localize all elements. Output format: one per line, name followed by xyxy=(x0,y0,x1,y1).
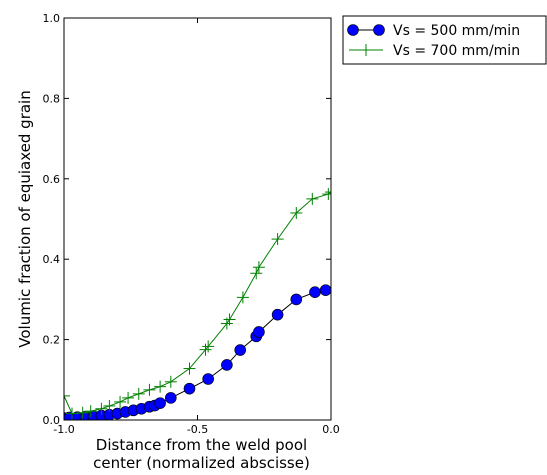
series-1-point xyxy=(234,344,247,356)
series-1-point xyxy=(309,286,321,298)
x-axis-title-line: Distance from the weld pool xyxy=(96,436,307,454)
series-1-point xyxy=(253,326,265,338)
legend-marker xyxy=(360,44,372,56)
y-axis-title: Volumic fraction of equiaxed grain xyxy=(16,90,34,347)
series-2-point xyxy=(95,402,108,415)
series-2-point xyxy=(322,188,331,201)
series-1-point xyxy=(319,284,331,296)
series-1-point xyxy=(202,373,214,385)
series-2-point xyxy=(306,192,319,205)
plot-area xyxy=(64,186,331,420)
series-2-point xyxy=(122,391,135,404)
legend-label: Vs = 500 mm/min xyxy=(393,23,520,39)
series-2-point xyxy=(114,395,127,408)
y-tick-label: 0.8 xyxy=(43,92,61,105)
y-tick-label: 0.4 xyxy=(43,253,61,266)
x-tick-label: -1.0 xyxy=(53,423,74,436)
series-line-1 xyxy=(64,289,326,419)
series-layer xyxy=(64,186,331,420)
series-2-point xyxy=(154,380,167,393)
series-2-point xyxy=(202,340,215,353)
legend-label: Vs = 700 mm/min xyxy=(393,43,520,59)
y-tick-label: 1.0 xyxy=(43,12,61,25)
series-2-point xyxy=(223,313,236,326)
series-2-point xyxy=(164,375,177,388)
legend-marker xyxy=(373,24,385,36)
series-2-point xyxy=(66,407,79,420)
legend-marker xyxy=(347,24,359,36)
series-2-point xyxy=(199,343,212,356)
series-2-point xyxy=(252,261,265,274)
y-tick-label: 0.6 xyxy=(43,173,61,186)
series-2-point xyxy=(132,387,145,400)
series-1-point xyxy=(290,293,303,306)
series-1-point xyxy=(183,382,196,395)
x-axis-title-line: center (normalized abscisse) xyxy=(93,454,310,472)
series-line-2 xyxy=(64,191,331,415)
series-2-point xyxy=(271,233,284,246)
series-2-point xyxy=(76,406,89,419)
series-2-point xyxy=(236,291,249,304)
series-1-point xyxy=(165,392,177,404)
series-2-point xyxy=(183,362,196,375)
y-tick-label: 0.2 xyxy=(43,334,61,347)
y-tick-label: 0.0 xyxy=(43,414,61,427)
series-2-point xyxy=(143,383,156,396)
series-2-point xyxy=(64,389,70,402)
series-2-point xyxy=(325,186,331,199)
series-2-point xyxy=(84,405,97,418)
series-2-point xyxy=(103,399,116,412)
x-tick-label: -0.5 xyxy=(187,423,208,436)
series-2-point xyxy=(250,267,263,280)
series-1-point xyxy=(221,359,233,371)
series-2-point xyxy=(290,206,303,219)
series-1-point xyxy=(154,397,166,409)
axes: 0.0 0.2 0.4 0.6 0.8 1.0 -1.0 -0.5 0.0 Distance fr… xyxy=(16,12,340,472)
legend-box xyxy=(342,15,547,65)
x-tick-label: 0.0 xyxy=(322,423,340,436)
series-1-point xyxy=(271,308,284,321)
legend: Vs = 500 mm/min Vs = 700 mm/min xyxy=(342,15,547,65)
